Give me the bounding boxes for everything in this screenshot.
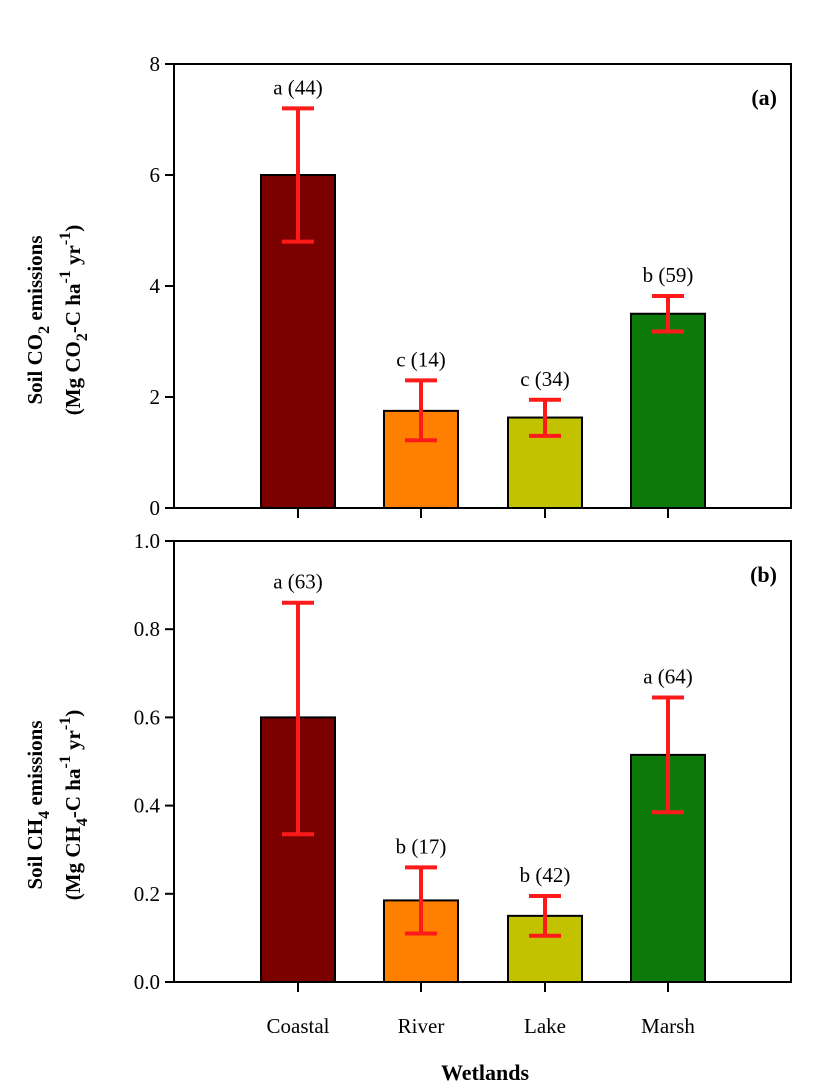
bar-marsh [630, 312, 706, 509]
y-axis-title-line1: Soil CH4 emissions [23, 720, 53, 889]
bar-annotation: c (34) [520, 367, 570, 391]
y-tick-label: 2 [150, 385, 161, 409]
panel-a: 0 2 4 6 8 a (44) c (14) c (34) b (59) (a) Soil CO2… [23, 52, 792, 520]
x-tick-label: River [398, 1014, 445, 1038]
bar-annotation: a (63) [273, 570, 323, 594]
y-axis-title: Soil CH4 emissions(Mg CH4-C ha-1 yr-1) [23, 710, 91, 900]
error-bar-marsh [652, 695, 684, 815]
y-tick-label: 0.8 [134, 617, 160, 641]
x-tick-label: Marsh [641, 1014, 695, 1038]
plot-frame [173, 540, 792, 983]
y-tick-label: 8 [150, 52, 161, 76]
error-bar-lake [529, 894, 561, 938]
panel-label: (b) [750, 562, 777, 587]
bar-annotation: b (42) [520, 863, 571, 887]
bar-annotation: c (14) [396, 347, 446, 371]
error-bar-coastal [282, 600, 314, 837]
y-axis-title: Soil CO2 emissions(Mg CO2-C ha-1 yr-1) [23, 225, 91, 415]
y-tick-label: 0 [150, 496, 161, 520]
y-axis-title-line2: (Mg CH4-C ha-1 yr-1) [57, 710, 91, 900]
y-tick-label: 0.0 [134, 970, 160, 994]
y-axis-title-line2: (Mg CO2-C ha-1 yr-1) [57, 225, 91, 415]
y-tick-label: 6 [150, 163, 161, 187]
bar-annotation: b (59) [643, 263, 694, 287]
y-tick-label: 0.6 [134, 705, 160, 729]
y-tick-label: 1.0 [134, 529, 160, 553]
bar-river [383, 899, 459, 983]
y-axis-title-line1: Soil CO2 emissions [23, 235, 53, 404]
y-tick-label: 0.2 [134, 882, 160, 906]
bar-annotation: a (64) [643, 665, 693, 689]
error-bar-lake [529, 397, 561, 438]
x-tick-label: Coastal [267, 1014, 330, 1038]
error-bar-river [405, 378, 437, 443]
x-axis-title: Wetlands [441, 1060, 529, 1085]
error-bar-coastal [282, 106, 314, 244]
bar-annotation: a (44) [273, 75, 323, 99]
error-bar-marsh [652, 293, 684, 334]
bar-annotation: b (17) [396, 834, 447, 858]
error-bar-river [405, 865, 437, 936]
y-tick-label: 0.4 [134, 794, 161, 818]
panel-label: (a) [751, 85, 777, 110]
x-tick-label: Lake [524, 1014, 566, 1038]
panel-b: 0.0 0.2 0.4 0.6 0.8 1.0 a (63) b (17) b (42) a (6… [23, 529, 792, 994]
y-tick-label: 4 [150, 274, 161, 298]
